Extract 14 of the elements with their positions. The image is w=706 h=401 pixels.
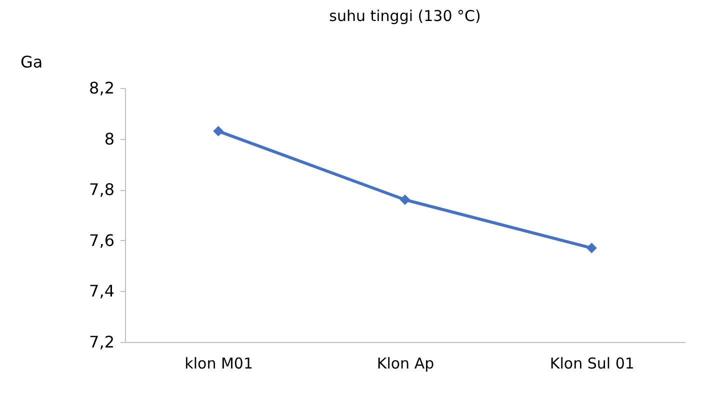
y-tick-label: 7,6 xyxy=(89,230,114,250)
chart-title: suhu tinggi (130 °C) xyxy=(329,7,481,25)
point xyxy=(586,242,597,254)
y-tick-label: 7,8 xyxy=(89,180,114,200)
x-tick-label: klon M01 xyxy=(184,354,254,372)
x-tick-label: Klon Sul 01 xyxy=(550,354,634,372)
y-axis-title: Ga xyxy=(20,52,43,72)
x-tick-label: Klon Ap xyxy=(376,354,434,372)
point xyxy=(400,194,410,206)
point xyxy=(213,126,224,136)
y-tick-label: 8 xyxy=(104,129,114,148)
y-tick-label: 8,2 xyxy=(89,78,114,98)
y-tick-label: 7,4 xyxy=(89,282,114,301)
y-tick-label: 7,2 xyxy=(89,332,114,352)
